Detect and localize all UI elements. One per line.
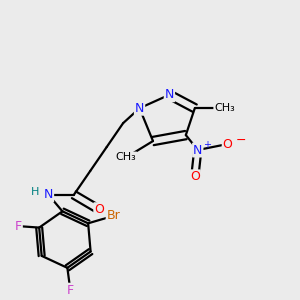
Text: N: N [165, 88, 174, 101]
Text: O: O [94, 203, 104, 216]
Text: O: O [190, 170, 200, 183]
Text: F: F [67, 284, 74, 297]
Text: H: H [31, 187, 39, 197]
Text: N: N [44, 188, 53, 201]
Text: N: N [135, 102, 144, 115]
Text: +: + [203, 140, 211, 150]
Text: F: F [15, 220, 22, 232]
Text: CH₃: CH₃ [116, 152, 136, 163]
Text: N: N [193, 143, 203, 157]
Text: −: − [236, 134, 246, 147]
Text: Br: Br [106, 209, 120, 222]
Text: O: O [223, 137, 232, 151]
Text: CH₃: CH₃ [214, 103, 235, 113]
